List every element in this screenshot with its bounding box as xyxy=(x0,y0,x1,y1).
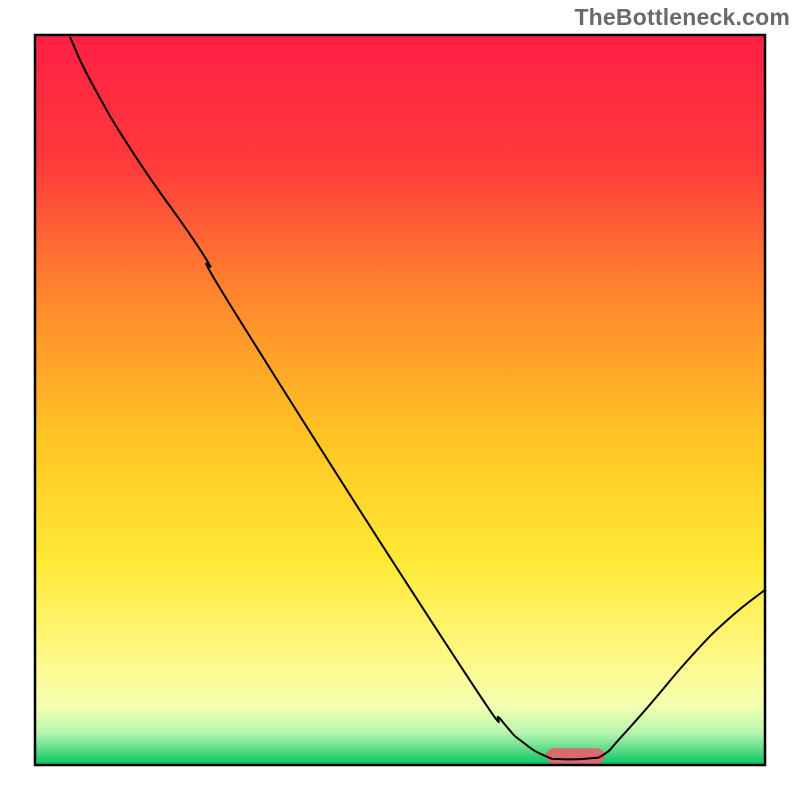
bottleneck-chart xyxy=(0,0,800,800)
bottleneck-marker xyxy=(546,748,604,764)
plot-background xyxy=(35,35,765,765)
watermark-text: TheBottleneck.com xyxy=(574,4,790,31)
chart-root: TheBottleneck.com xyxy=(0,0,800,800)
